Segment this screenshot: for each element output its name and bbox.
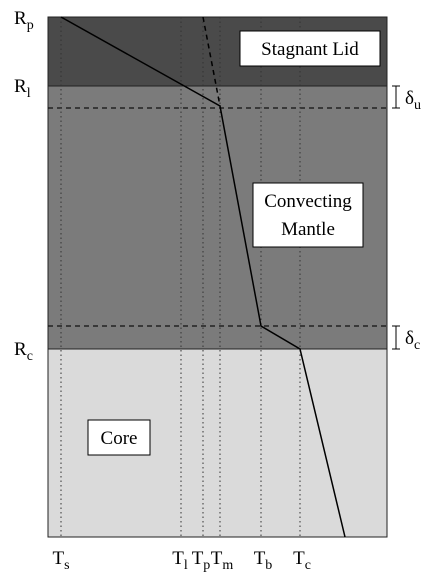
label-base: δ: [405, 328, 414, 349]
label-subscript: p: [203, 558, 210, 573]
temperature-label: Tm: [211, 548, 234, 573]
radius-label: Rc: [14, 339, 33, 364]
label-base: T: [211, 548, 223, 569]
label-base: T: [52, 548, 64, 569]
frame: [47, 16, 388, 538]
adiabat-extrapolation: [202, 16, 221, 107]
label-box: [87, 419, 151, 456]
label-base: T: [172, 548, 184, 569]
temperature-label: Tc: [293, 548, 311, 573]
radius-label: Rl: [14, 76, 31, 101]
region-label: Convecting: [264, 191, 352, 212]
bracket: [392, 325, 400, 350]
bracket: [392, 85, 400, 109]
temperature-label: Tp: [192, 548, 211, 573]
label-box: [252, 182, 364, 248]
boundary-layer-lines: [48, 107, 387, 327]
label-subscript: l: [184, 558, 188, 573]
boundary-layer-label: δu: [405, 88, 421, 113]
label-subscript: m: [222, 558, 233, 573]
label-base: R: [14, 76, 27, 97]
temperature-profile: [60, 16, 346, 538]
region-label: Core: [101, 428, 138, 449]
region-label: Stagnant Lid: [261, 39, 359, 60]
label-base: R: [14, 8, 27, 29]
label-base: T: [254, 548, 266, 569]
label-base: δ: [405, 88, 414, 109]
boundary-layer-label: δc: [405, 328, 420, 353]
temperature-guides: [60, 17, 301, 537]
radius-label: Rp: [14, 8, 34, 33]
label-subscript: u: [414, 98, 421, 113]
label-subscript: b: [265, 558, 272, 573]
label-box: [239, 30, 381, 67]
temperature-label: Tb: [254, 548, 273, 573]
label-subscript: l: [27, 86, 31, 101]
label-subscript: s: [64, 558, 69, 573]
label-base: R: [14, 339, 27, 360]
label-subscript: c: [27, 349, 33, 364]
label-base: T: [293, 548, 305, 569]
label-subscript: p: [27, 18, 34, 33]
label-base: T: [192, 548, 204, 569]
temperature-label: Ts: [52, 548, 69, 573]
brackets: [392, 85, 400, 350]
region-label: Mantle: [281, 219, 335, 240]
label-subscript: c: [305, 558, 311, 573]
temperature-label: Tl: [172, 548, 188, 573]
label-subscript: c: [414, 338, 420, 353]
